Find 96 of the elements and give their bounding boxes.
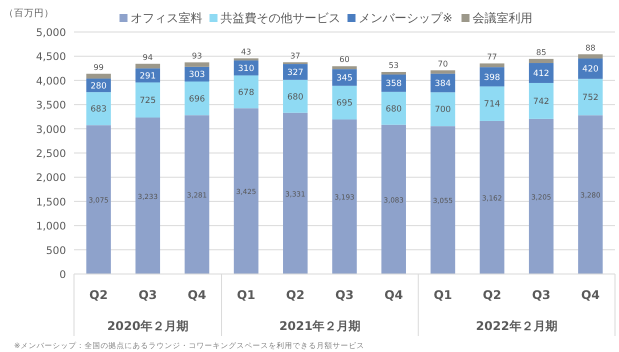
- data-label: 77: [486, 52, 498, 62]
- data-label: 70: [438, 59, 448, 68]
- y-tick-label: 4,500: [36, 51, 66, 64]
- data-label: 93: [192, 51, 202, 60]
- data-label: 398: [484, 72, 500, 83]
- legend-label: 会議室利用: [472, 11, 532, 25]
- bar: [528, 63, 554, 83]
- bar: [528, 82, 554, 119]
- data-label: 291: [140, 71, 156, 82]
- legend-label: 共益費その他サービス: [220, 11, 340, 25]
- x-tick-label: Q2: [89, 288, 108, 302]
- data-label: 358: [386, 79, 402, 90]
- data-label: 94: [142, 52, 153, 62]
- data-label: 725: [140, 96, 156, 106]
- bar: [430, 92, 456, 126]
- data-label: 280: [90, 81, 107, 92]
- x-tick-label: Q3: [532, 288, 551, 302]
- bar: [184, 62, 210, 67]
- bar: [578, 78, 603, 116]
- x-tick-label: Q4: [581, 288, 600, 302]
- data-label: 700: [434, 105, 451, 116]
- bar: [184, 82, 210, 116]
- data-label: 60: [339, 55, 350, 64]
- bar: [430, 126, 456, 274]
- bar: [86, 74, 111, 79]
- bar: [86, 125, 111, 274]
- bar: [184, 115, 210, 274]
- x-tick-label: Q1: [236, 288, 256, 302]
- legend-label: オフィス室料: [130, 11, 202, 25]
- data-label: 680: [287, 92, 304, 102]
- data-label: 695: [336, 98, 353, 109]
- data-label: 303: [188, 70, 206, 80]
- data-label: 714: [484, 100, 500, 110]
- bar: [381, 124, 406, 274]
- y-tick-label: 5,000: [36, 27, 66, 39]
- x-tick-label: Q3: [335, 288, 354, 302]
- y-tick-label: 3,500: [36, 100, 66, 112]
- x-tick-label: Q1: [434, 288, 452, 302]
- bar: [578, 54, 603, 59]
- bar: [578, 115, 603, 274]
- legend-label: メンバーシップ※: [358, 11, 453, 25]
- data-label: 88: [585, 43, 596, 52]
- bar: [528, 118, 554, 274]
- y-tick-label: 2,500: [36, 148, 66, 160]
- x-tick-label: Q2: [286, 288, 305, 302]
- y-tick-label: 3,000: [36, 124, 66, 136]
- y-tick-label: 0: [59, 269, 66, 281]
- bar: [381, 92, 406, 125]
- data-label: 696: [188, 94, 206, 104]
- bar: [234, 108, 258, 274]
- bar: [283, 80, 308, 113]
- data-label: 37: [290, 51, 300, 60]
- data-label: 678: [238, 88, 254, 98]
- bar: [332, 86, 357, 120]
- data-label: 53: [388, 60, 399, 70]
- text: 2022年２月期: [476, 319, 558, 333]
- x-tick-label: Q3: [138, 288, 158, 302]
- data-label: 327: [287, 68, 304, 78]
- data-label: 85: [536, 48, 546, 57]
- data-label: 310: [238, 64, 254, 74]
- data-label: 384: [434, 78, 451, 89]
- data-label: 412: [533, 68, 550, 79]
- x-tick-label: Q4: [384, 288, 403, 302]
- data-label: 742: [533, 96, 550, 107]
- y-tick-label: 4,000: [36, 75, 66, 88]
- bar: [283, 112, 308, 274]
- data-label: 420: [582, 64, 599, 75]
- data-label: 99: [93, 62, 104, 72]
- bar: [528, 58, 554, 64]
- data-label: 43: [241, 47, 252, 56]
- bar: [135, 64, 160, 68]
- text: 2021年２月期: [279, 319, 361, 333]
- bar: [332, 66, 357, 70]
- data-label: 680: [386, 104, 402, 114]
- data-label: 683: [90, 104, 107, 115]
- y-tick-label: 500: [46, 244, 66, 257]
- text: 2020年２月期: [107, 319, 188, 333]
- data-label: 752: [582, 93, 599, 104]
- bar: [135, 82, 160, 118]
- data-label: 345: [336, 73, 353, 84]
- bar: [332, 119, 357, 274]
- bar: [480, 63, 504, 68]
- bar: [480, 86, 504, 121]
- x-tick-label: Q2: [482, 288, 502, 302]
- bar: [135, 118, 160, 274]
- y-tick-label: 2,000: [36, 172, 66, 184]
- y-axis-title: （百万円）: [4, 8, 54, 19]
- bar: [578, 58, 603, 79]
- bar: [480, 120, 504, 274]
- bar: [332, 69, 357, 86]
- bar: [381, 72, 406, 75]
- x-tick-label: Q4: [188, 288, 206, 302]
- y-tick-label: 1,500: [36, 196, 66, 208]
- bar: [234, 75, 258, 108]
- y-tick-label: 1,000: [36, 220, 66, 233]
- bar: [86, 92, 111, 126]
